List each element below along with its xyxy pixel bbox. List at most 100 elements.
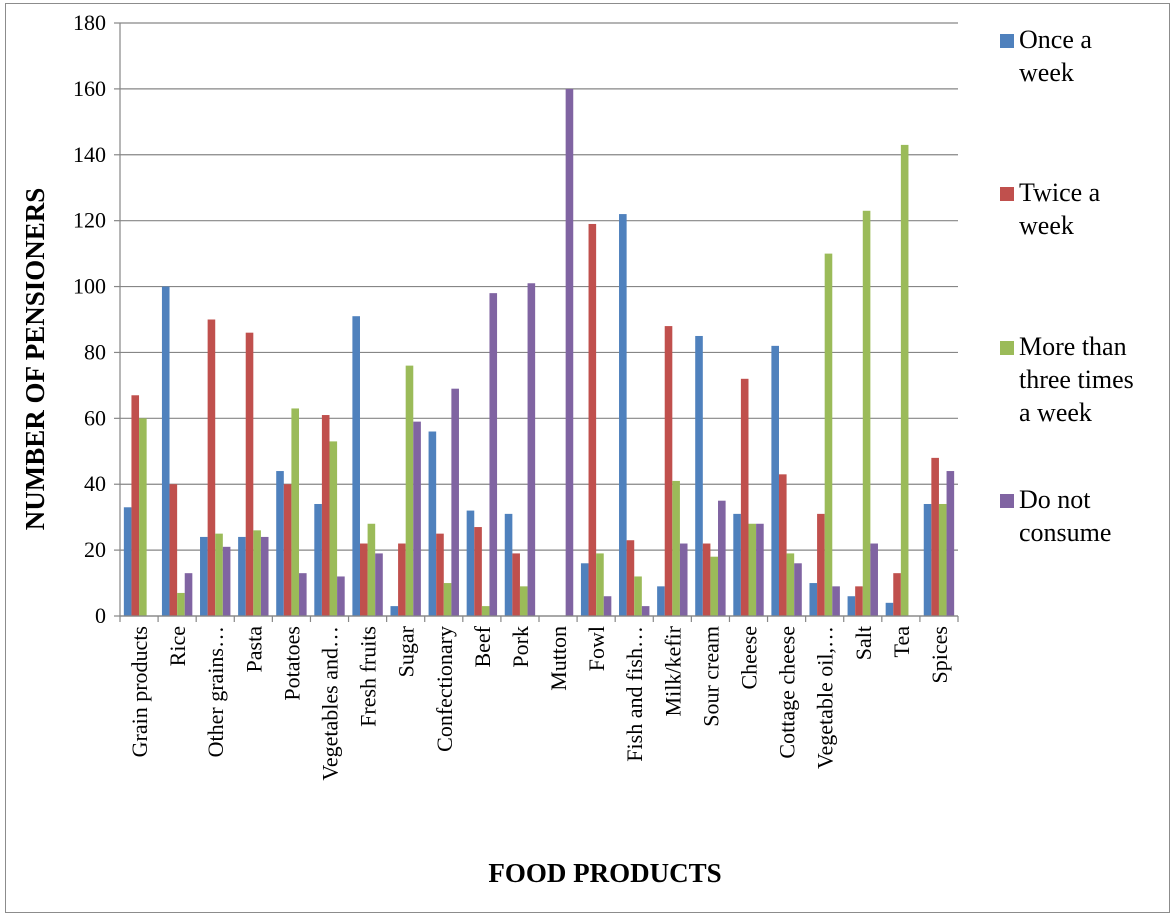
bar xyxy=(299,573,307,616)
bar xyxy=(596,553,604,616)
x-tick-label: Salt xyxy=(851,626,876,660)
bar xyxy=(565,88,574,616)
bar xyxy=(161,286,170,616)
bar xyxy=(847,596,856,616)
x-tick-label: Tea xyxy=(889,626,914,658)
bar xyxy=(870,543,878,616)
bar xyxy=(710,556,719,616)
x-tick-label: Cottage cheese xyxy=(775,626,800,759)
legend-label: three times xyxy=(1019,365,1134,394)
bar xyxy=(314,503,322,616)
legend-swatch xyxy=(1000,34,1014,48)
bar xyxy=(855,586,863,616)
legend-label: consume xyxy=(1019,518,1111,547)
y-tick-label: 160 xyxy=(73,76,106,101)
y-tick-label: 20 xyxy=(84,537,106,562)
bar xyxy=(664,326,673,616)
legend-swatch xyxy=(1000,494,1014,508)
bar xyxy=(885,602,894,616)
bar xyxy=(253,530,261,616)
bar xyxy=(260,536,269,616)
bar xyxy=(756,523,764,616)
bar xyxy=(238,536,246,616)
legend: Once a week Twice a week More than three time… xyxy=(1000,25,1134,547)
bar xyxy=(778,474,787,616)
bar xyxy=(291,408,300,616)
x-tick-label: Fowl xyxy=(584,626,609,671)
bar xyxy=(512,553,520,616)
bar xyxy=(398,543,406,616)
y-tick-label: 100 xyxy=(73,274,106,299)
bar xyxy=(359,543,368,616)
bar xyxy=(207,319,216,616)
x-tick-label: Pork xyxy=(508,626,533,668)
y-tick-label: 180 xyxy=(73,10,106,35)
y-tick-label: 120 xyxy=(73,208,106,233)
x-tick-label: Vegetable oil,… xyxy=(813,626,838,769)
x-tick-label: Rice xyxy=(165,626,190,666)
bar xyxy=(123,507,132,616)
bar xyxy=(337,576,345,616)
x-tick-label: Confectionary xyxy=(432,626,457,752)
bar xyxy=(893,573,901,616)
bar xyxy=(740,378,749,616)
y-axis-title: NUMBER OF PENSIONERS xyxy=(20,188,50,531)
bar xyxy=(451,388,459,616)
bar xyxy=(931,457,939,616)
bar xyxy=(634,576,642,616)
legend-swatch xyxy=(1000,187,1014,201)
x-tick-label: Pasta xyxy=(241,626,266,673)
bar xyxy=(428,431,437,616)
bar xyxy=(215,533,223,616)
bar xyxy=(519,586,528,616)
bar xyxy=(169,484,178,616)
bar xyxy=(938,503,947,616)
bar xyxy=(352,316,360,616)
bar xyxy=(718,500,726,616)
bar xyxy=(794,563,802,616)
bar xyxy=(588,223,597,616)
bar xyxy=(733,513,741,616)
bar xyxy=(329,441,338,616)
bar xyxy=(626,540,635,616)
bar xyxy=(222,546,231,616)
bar xyxy=(481,606,490,616)
bar xyxy=(809,583,818,616)
bar xyxy=(580,563,589,616)
bar xyxy=(436,533,444,616)
bar xyxy=(679,543,688,616)
y-tick-label: 140 xyxy=(73,142,106,167)
y-tick-labels: 0 20 40 60 80 100 120 140 160 180 xyxy=(73,10,106,628)
legend-label: Once a xyxy=(1019,25,1092,54)
bar xyxy=(527,283,536,616)
bar xyxy=(946,471,955,616)
x-tick-label: Sugar xyxy=(394,625,419,677)
bar xyxy=(672,480,680,616)
bar xyxy=(786,553,795,616)
x-tick-label: Grain products xyxy=(127,626,152,757)
bar xyxy=(923,503,932,616)
legend-label: a week xyxy=(1019,398,1092,427)
x-axis-title: FOOD PRODUCTS xyxy=(488,858,721,888)
bar-marks xyxy=(123,88,955,617)
x-tick-label: Spices xyxy=(927,626,952,683)
bar xyxy=(466,510,475,616)
legend-label: Twice a xyxy=(1019,178,1101,207)
axes xyxy=(119,23,959,622)
y-tick-label: 40 xyxy=(84,471,106,496)
bar xyxy=(276,471,284,616)
bar xyxy=(390,606,399,616)
bar xyxy=(641,606,650,616)
bar xyxy=(367,523,376,616)
y-tick-label: 0 xyxy=(95,603,106,628)
bar xyxy=(771,345,779,616)
bar xyxy=(375,553,383,616)
legend-label: More than xyxy=(1019,332,1127,361)
bar xyxy=(131,395,140,616)
bar xyxy=(832,586,840,616)
bar xyxy=(139,418,147,616)
bar xyxy=(177,592,185,616)
bar xyxy=(657,586,665,616)
bar xyxy=(405,365,414,616)
